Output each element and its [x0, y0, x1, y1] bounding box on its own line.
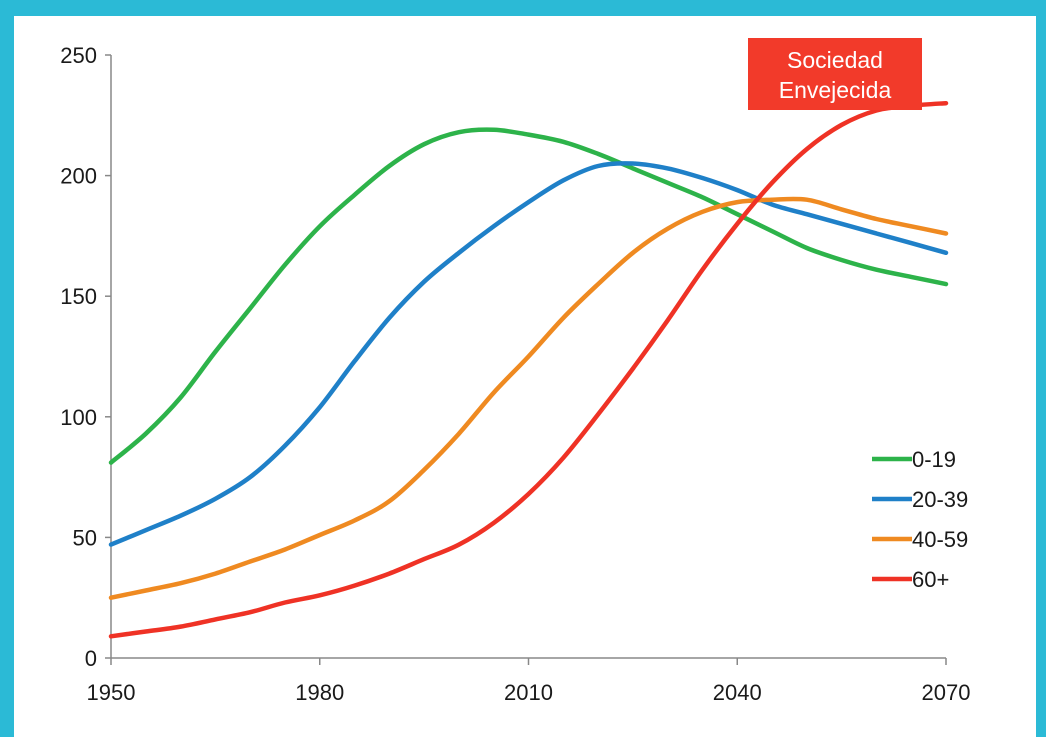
- x-tick-label: 1980: [295, 680, 344, 705]
- series-line-60+: [108, 100, 949, 639]
- chart-axes: 0 50 100 150 200 250 1950 1980 2010 2040 2070: [60, 43, 970, 705]
- annotation-line-1: Sociedad: [787, 47, 883, 73]
- annotation-box: Sociedad Envejecida: [748, 38, 922, 110]
- y-tick-label: 0: [85, 646, 97, 671]
- x-tick-label: 1950: [87, 680, 136, 705]
- y-tick-label: 200: [60, 164, 97, 189]
- series-line-0-19: [108, 127, 949, 465]
- y-tick-label: 150: [60, 284, 97, 309]
- series-line-20-39: [108, 161, 949, 547]
- x-tick-label: 2010: [504, 680, 553, 705]
- y-tick-label: 100: [60, 405, 97, 430]
- annotation-background: [748, 38, 922, 110]
- x-tick-label: 2070: [922, 680, 971, 705]
- y-tick-label: 250: [60, 43, 97, 68]
- legend-label-20-39: 20-39: [912, 487, 968, 512]
- legend-label-40-59: 40-59: [912, 527, 968, 552]
- legend-label-60+: 60+: [912, 567, 949, 592]
- series-line-40-59: [108, 196, 949, 600]
- legend-label-0-19: 0-19: [912, 447, 956, 472]
- chart-legend: 0-19 20-39 40-59 60+: [872, 447, 968, 592]
- x-tick-label: 2040: [713, 680, 762, 705]
- annotation-line-2: Envejecida: [779, 77, 892, 103]
- y-tick-label: 50: [73, 525, 97, 550]
- chart-series: [108, 100, 949, 639]
